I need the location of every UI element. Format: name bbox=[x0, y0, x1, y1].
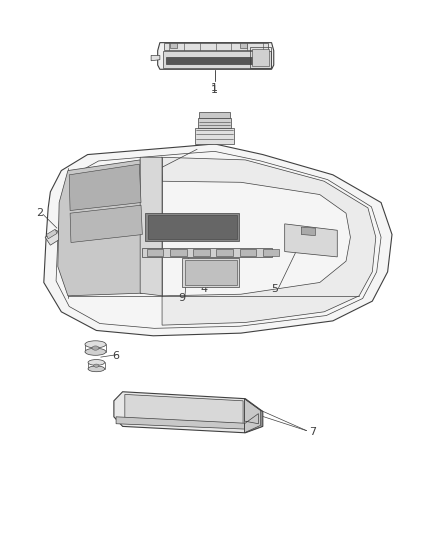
Polygon shape bbox=[182, 258, 239, 287]
Polygon shape bbox=[161, 157, 376, 325]
Ellipse shape bbox=[94, 364, 99, 367]
Polygon shape bbox=[163, 51, 271, 68]
Polygon shape bbox=[44, 144, 392, 336]
Polygon shape bbox=[195, 128, 234, 144]
Polygon shape bbox=[240, 43, 247, 48]
Polygon shape bbox=[170, 43, 177, 48]
Polygon shape bbox=[45, 230, 60, 245]
Polygon shape bbox=[148, 215, 237, 239]
Text: 3: 3 bbox=[126, 176, 133, 186]
Text: 9: 9 bbox=[178, 294, 185, 303]
Ellipse shape bbox=[85, 348, 106, 356]
Polygon shape bbox=[158, 43, 274, 69]
Text: 4: 4 bbox=[201, 285, 208, 294]
Polygon shape bbox=[164, 43, 268, 50]
Text: 7: 7 bbox=[309, 427, 316, 437]
Polygon shape bbox=[147, 249, 163, 256]
Polygon shape bbox=[46, 229, 57, 239]
Text: 2: 2 bbox=[36, 208, 43, 218]
Polygon shape bbox=[252, 49, 269, 66]
Text: 5: 5 bbox=[271, 284, 278, 294]
Polygon shape bbox=[263, 249, 279, 256]
Polygon shape bbox=[199, 112, 230, 118]
Polygon shape bbox=[70, 205, 142, 243]
Ellipse shape bbox=[92, 346, 99, 350]
Text: 6: 6 bbox=[112, 351, 119, 360]
Polygon shape bbox=[166, 57, 267, 64]
Polygon shape bbox=[114, 392, 263, 433]
Text: 1: 1 bbox=[211, 83, 218, 93]
Polygon shape bbox=[240, 249, 256, 256]
Polygon shape bbox=[58, 160, 142, 296]
Polygon shape bbox=[145, 213, 239, 241]
Polygon shape bbox=[285, 224, 337, 257]
Polygon shape bbox=[193, 249, 210, 256]
Polygon shape bbox=[125, 394, 243, 424]
Ellipse shape bbox=[88, 360, 105, 365]
Ellipse shape bbox=[85, 341, 106, 348]
Polygon shape bbox=[198, 118, 231, 128]
Polygon shape bbox=[151, 55, 160, 61]
Polygon shape bbox=[301, 227, 315, 236]
Polygon shape bbox=[116, 417, 244, 429]
Polygon shape bbox=[69, 164, 141, 211]
Polygon shape bbox=[185, 260, 237, 285]
Ellipse shape bbox=[88, 366, 105, 372]
Polygon shape bbox=[244, 399, 262, 433]
Text: 1: 1 bbox=[211, 85, 218, 95]
Polygon shape bbox=[170, 249, 187, 256]
Polygon shape bbox=[142, 248, 272, 257]
Polygon shape bbox=[140, 157, 162, 296]
Polygon shape bbox=[216, 249, 233, 256]
